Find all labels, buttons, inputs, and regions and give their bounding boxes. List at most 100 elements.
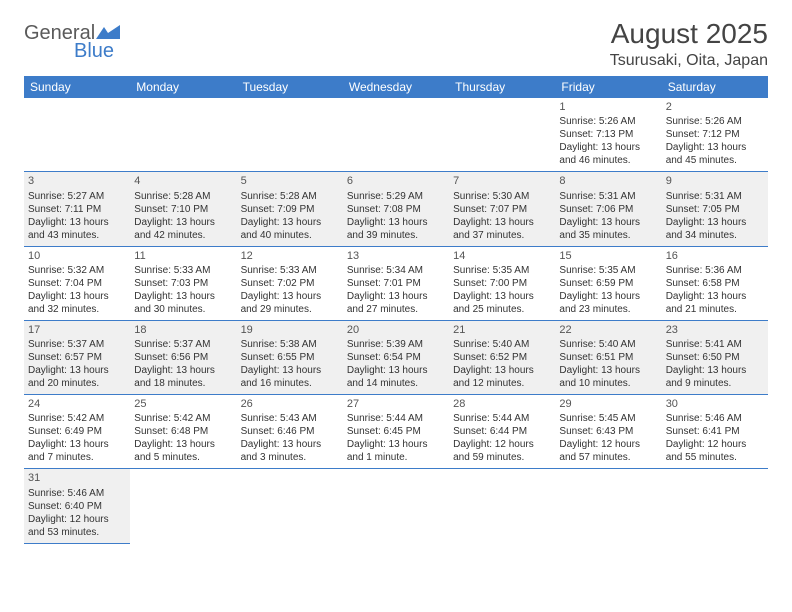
- sunrise-text: Sunrise: 5:46 AM: [666, 412, 764, 425]
- calendar-week-row: 31Sunrise: 5:46 AMSunset: 6:40 PMDayligh…: [24, 469, 768, 543]
- sunrise-text: Sunrise: 5:33 AM: [134, 264, 232, 277]
- daylight-text: and 10 minutes.: [559, 377, 657, 390]
- sunset-text: Sunset: 7:00 PM: [453, 277, 551, 290]
- daylight-text: Daylight: 13 hours: [28, 216, 126, 229]
- sunrise-text: Sunrise: 5:37 AM: [134, 338, 232, 351]
- calendar-cell: [130, 98, 236, 172]
- daylight-text: and 27 minutes.: [347, 303, 445, 316]
- day-number: 8: [559, 174, 657, 188]
- daylight-text: and 35 minutes.: [559, 229, 657, 242]
- daylight-text: Daylight: 13 hours: [666, 364, 764, 377]
- calendar-cell: 21Sunrise: 5:40 AMSunset: 6:52 PMDayligh…: [449, 320, 555, 394]
- sunrise-text: Sunrise: 5:45 AM: [559, 412, 657, 425]
- calendar-cell: 9Sunrise: 5:31 AMSunset: 7:05 PMDaylight…: [662, 172, 768, 246]
- header: General Blue August 2025 Tsurusaki, Oita…: [24, 18, 768, 70]
- daylight-text: and 40 minutes.: [241, 229, 339, 242]
- daylight-text: and 46 minutes.: [559, 154, 657, 167]
- calendar-cell: 15Sunrise: 5:35 AMSunset: 6:59 PMDayligh…: [555, 246, 661, 320]
- day-number: 28: [453, 397, 551, 411]
- daylight-text: and 42 minutes.: [134, 229, 232, 242]
- day-number: 5: [241, 174, 339, 188]
- daylight-text: and 34 minutes.: [666, 229, 764, 242]
- calendar-cell: 14Sunrise: 5:35 AMSunset: 7:00 PMDayligh…: [449, 246, 555, 320]
- calendar-cell: 17Sunrise: 5:37 AMSunset: 6:57 PMDayligh…: [24, 320, 130, 394]
- calendar-cell: [237, 98, 343, 172]
- daylight-text: Daylight: 13 hours: [241, 438, 339, 451]
- day-number: 24: [28, 397, 126, 411]
- sunset-text: Sunset: 6:57 PM: [28, 351, 126, 364]
- day-number: 29: [559, 397, 657, 411]
- daylight-text: Daylight: 13 hours: [347, 216, 445, 229]
- sunset-text: Sunset: 6:43 PM: [559, 425, 657, 438]
- day-number: 30: [666, 397, 764, 411]
- sunrise-text: Sunrise: 5:28 AM: [134, 190, 232, 203]
- calendar-cell: [130, 469, 236, 543]
- calendar-table: Sunday Monday Tuesday Wednesday Thursday…: [24, 76, 768, 544]
- day-number: 7: [453, 174, 551, 188]
- sunrise-text: Sunrise: 5:35 AM: [559, 264, 657, 277]
- daylight-text: and 55 minutes.: [666, 451, 764, 464]
- sunset-text: Sunset: 6:56 PM: [134, 351, 232, 364]
- sunrise-text: Sunrise: 5:40 AM: [453, 338, 551, 351]
- sunset-text: Sunset: 7:04 PM: [28, 277, 126, 290]
- daylight-text: Daylight: 13 hours: [241, 216, 339, 229]
- calendar-cell: [662, 469, 768, 543]
- sunset-text: Sunset: 7:12 PM: [666, 128, 764, 141]
- sunset-text: Sunset: 7:01 PM: [347, 277, 445, 290]
- daylight-text: and 7 minutes.: [28, 451, 126, 464]
- sunset-text: Sunset: 7:07 PM: [453, 203, 551, 216]
- sunrise-text: Sunrise: 5:41 AM: [666, 338, 764, 351]
- day-number: 20: [347, 323, 445, 337]
- calendar-cell: 4Sunrise: 5:28 AMSunset: 7:10 PMDaylight…: [130, 172, 236, 246]
- day-number: 17: [28, 323, 126, 337]
- day-header: Monday: [130, 76, 236, 98]
- sunset-text: Sunset: 7:05 PM: [666, 203, 764, 216]
- daylight-text: Daylight: 13 hours: [559, 141, 657, 154]
- daylight-text: and 57 minutes.: [559, 451, 657, 464]
- day-header: Friday: [555, 76, 661, 98]
- calendar-cell: 20Sunrise: 5:39 AMSunset: 6:54 PMDayligh…: [343, 320, 449, 394]
- calendar-cell: [237, 469, 343, 543]
- sunset-text: Sunset: 6:51 PM: [559, 351, 657, 364]
- calendar-cell: 11Sunrise: 5:33 AMSunset: 7:03 PMDayligh…: [130, 246, 236, 320]
- daylight-text: and 9 minutes.: [666, 377, 764, 390]
- day-number: 10: [28, 249, 126, 263]
- sunrise-text: Sunrise: 5:33 AM: [241, 264, 339, 277]
- daylight-text: and 32 minutes.: [28, 303, 126, 316]
- day-header: Tuesday: [237, 76, 343, 98]
- day-header: Thursday: [449, 76, 555, 98]
- sunrise-text: Sunrise: 5:46 AM: [28, 487, 126, 500]
- sunrise-text: Sunrise: 5:26 AM: [666, 115, 764, 128]
- calendar-cell: 25Sunrise: 5:42 AMSunset: 6:48 PMDayligh…: [130, 395, 236, 469]
- sunrise-text: Sunrise: 5:42 AM: [134, 412, 232, 425]
- daylight-text: Daylight: 13 hours: [241, 290, 339, 303]
- daylight-text: Daylight: 13 hours: [453, 216, 551, 229]
- daylight-text: and 16 minutes.: [241, 377, 339, 390]
- calendar-cell: [555, 469, 661, 543]
- daylight-text: Daylight: 13 hours: [347, 438, 445, 451]
- sunset-text: Sunset: 6:46 PM: [241, 425, 339, 438]
- calendar-week-row: 17 Sunrise: 5:37 AM Sunset: 6:57 PM Dayligh…: [24, 320, 768, 394]
- daylight-text: Daylight: 12 hours: [453, 438, 551, 451]
- calendar-week-row: 1Sunrise: 5:26 AMSunset: 7:13 PMDaylight…: [24, 98, 768, 172]
- day-number: 9: [666, 174, 764, 188]
- sunset-text: Sunset: 6:55 PM: [241, 351, 339, 364]
- day-number: 21: [453, 323, 551, 337]
- calendar-cell: 26Sunrise: 5:43 AMSunset: 6:46 PMDayligh…: [237, 395, 343, 469]
- daylight-text: and 5 minutes.: [134, 451, 232, 464]
- day-number: 22: [559, 323, 657, 337]
- daylight-text: Daylight: 13 hours: [559, 290, 657, 303]
- daylight-text: and 21 minutes.: [666, 303, 764, 316]
- daylight-text: and 20 minutes.: [28, 377, 126, 390]
- daylight-text: and 14 minutes.: [347, 377, 445, 390]
- sunset-text: Sunset: 6:52 PM: [453, 351, 551, 364]
- calendar-cell: [449, 469, 555, 543]
- day-number: 2: [666, 100, 764, 114]
- daylight-text: and 18 minutes.: [134, 377, 232, 390]
- title-block: August 2025 Tsurusaki, Oita, Japan: [610, 18, 768, 70]
- daylight-text: Daylight: 13 hours: [134, 216, 232, 229]
- calendar-week-row: 24Sunrise: 5:42 AMSunset: 6:49 PMDayligh…: [24, 395, 768, 469]
- day-number: 27: [347, 397, 445, 411]
- sunset-text: Sunset: 6:45 PM: [347, 425, 445, 438]
- sunset-text: Sunset: 7:11 PM: [28, 203, 126, 216]
